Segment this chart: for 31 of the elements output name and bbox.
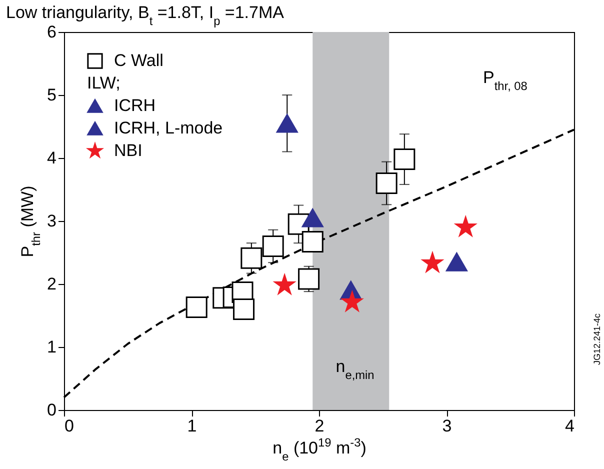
point	[298, 268, 320, 290]
y-tick-label: 1	[47, 338, 56, 356]
point	[422, 252, 443, 272]
point	[342, 292, 362, 312]
point	[302, 231, 324, 253]
legend-label: ICRH	[114, 96, 156, 115]
annotation: n$_{e,min}$	[336, 357, 374, 382]
x-axis-title: n$_{e}$ (10$^{19}$ m$^{-3}$)	[272, 436, 366, 464]
point	[274, 274, 295, 294]
x-tick-label: 2	[314, 416, 324, 436]
y-tick-label: 2	[47, 274, 56, 294]
point	[302, 208, 324, 228]
annotation: ILW;	[87, 74, 120, 92]
text: JG12.241-4c	[592, 312, 602, 365]
x-tick-label: 4	[565, 416, 574, 436]
y-tick-label: 3	[47, 212, 56, 230]
x-tick-label: 3	[442, 416, 452, 436]
legend-label: NBI	[114, 141, 142, 160]
point	[455, 216, 476, 236]
legend-label: C Wall	[114, 51, 164, 70]
x-tick-label: 0	[64, 416, 74, 436]
annotation: P$_{thr, 08}$	[483, 68, 528, 93]
y-tick-label: 5	[47, 86, 56, 104]
legend-label: ICRH, L-mode	[114, 118, 223, 138]
point	[276, 114, 298, 133]
y-tick-label: 0	[47, 400, 56, 420]
x-tick-label: 1	[187, 416, 197, 436]
y-tick-label: 4	[47, 148, 56, 168]
y-tick-label: 6	[47, 22, 56, 42]
point	[376, 172, 398, 194]
point	[446, 252, 468, 272]
